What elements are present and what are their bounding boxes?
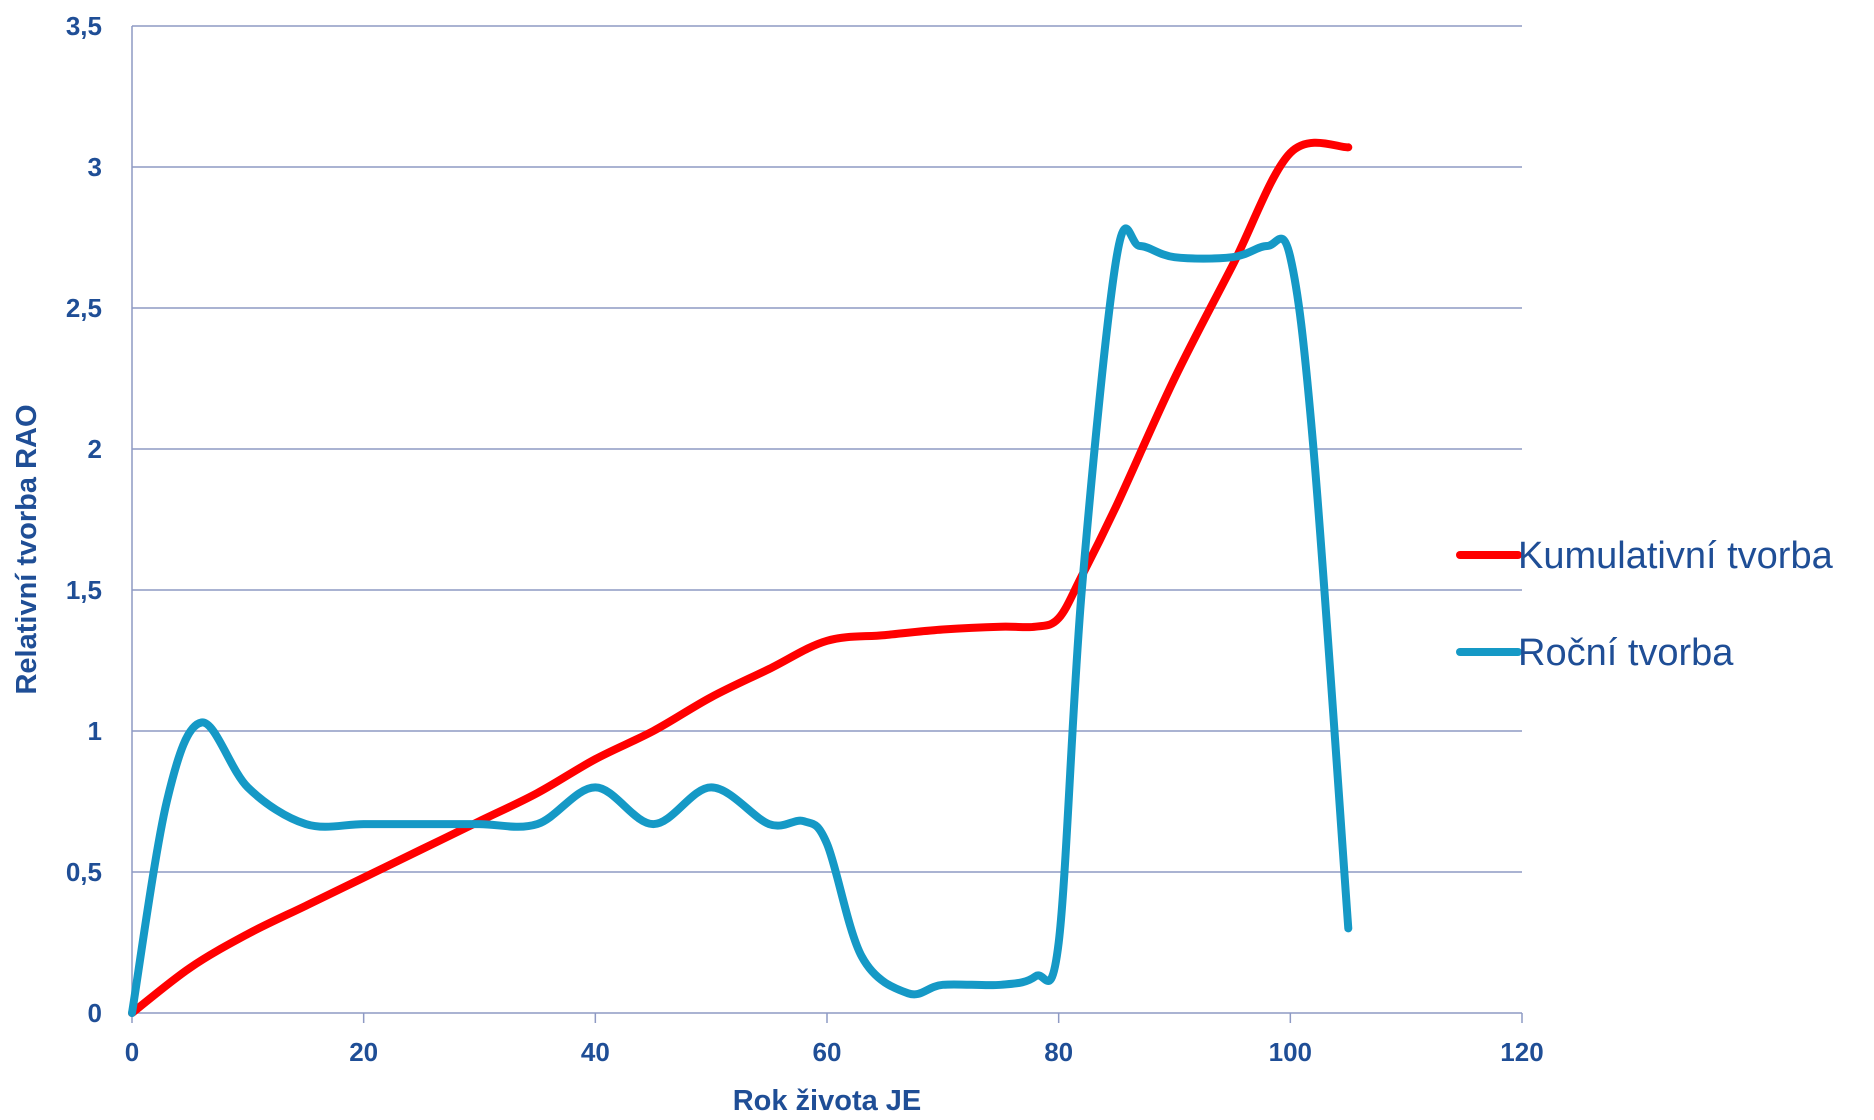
y-tick-label: 2 — [88, 434, 102, 464]
series-lines — [128, 138, 1353, 1017]
y-tick-label: 3 — [88, 152, 102, 182]
legend-label: Roční tvorba — [1518, 632, 1734, 674]
gridlines — [132, 25, 1522, 873]
y-tick-label: 2,5 — [66, 293, 102, 323]
x-tick-label: 80 — [1044, 1037, 1073, 1067]
y-tick-label: 1 — [88, 716, 102, 746]
y-tick-labels: 0 0,5 1 1,5 2 2,5 3 3,5 — [66, 11, 102, 1028]
x-tick-label: 20 — [349, 1037, 378, 1067]
axes — [131, 26, 1522, 1014]
legend-label: Kumulativní tvorba — [1518, 535, 1834, 577]
y-tick-label: 0,5 — [66, 857, 102, 887]
x-tick-labels: 0 20 40 60 80 100 120 — [125, 1013, 1544, 1067]
x-tick-label: 100 — [1269, 1037, 1312, 1067]
x-axis-title: Rok života JE — [733, 1085, 922, 1117]
y-axis-title: Relativní tvorba RAO — [11, 404, 43, 694]
y-tick-label: 0 — [88, 998, 102, 1028]
legend: Kumulativní tvorba Roční tvorba — [1456, 535, 1834, 674]
x-tick-label: 60 — [813, 1037, 842, 1067]
x-tick-label: 120 — [1500, 1037, 1543, 1067]
x-tick-label: 0 — [125, 1037, 139, 1067]
y-tick-label: 3,5 — [66, 11, 102, 41]
y-tick-label: 1,5 — [66, 575, 102, 605]
x-tick-label: 40 — [581, 1037, 610, 1067]
series-line-kumulativni — [128, 138, 1353, 1017]
series-line-rocni — [128, 224, 1353, 1017]
